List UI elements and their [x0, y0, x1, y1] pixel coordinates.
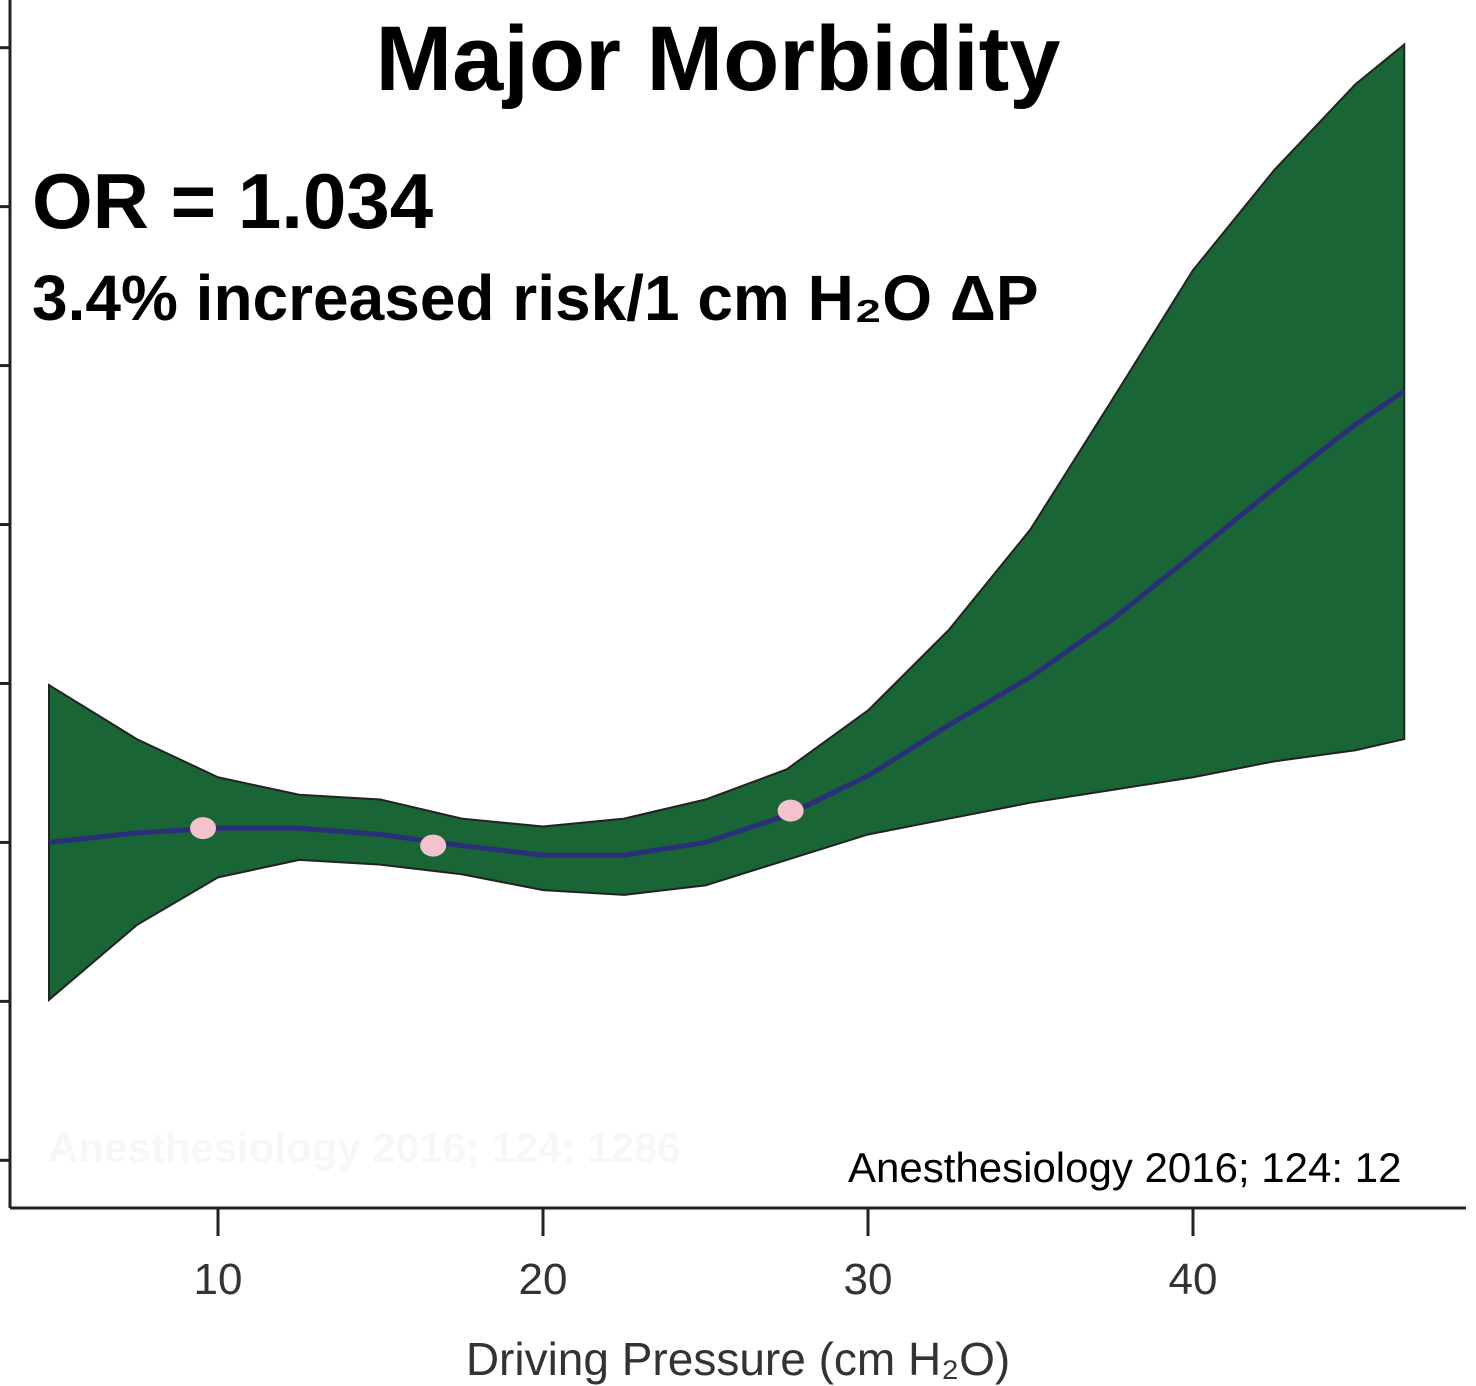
point: [777, 799, 804, 822]
point: [420, 834, 447, 857]
watermark: Anesthesiology 2016; 124: 1286: [48, 1124, 681, 1171]
annotation: 3.4% increased risk/1 cm H₂O ΔP: [32, 262, 1039, 334]
x-tick-label: 20: [519, 1255, 568, 1304]
point: [190, 817, 217, 840]
citation: Anesthesiology 2016; 124: 12: [848, 1144, 1401, 1191]
x-tick-label: 40: [1169, 1255, 1218, 1304]
confidence-band: [48, 42, 1406, 1002]
mean-line: [48, 388, 1406, 858]
x-tick-label: 10: [194, 1255, 243, 1304]
annotation: OR = 1.034: [32, 157, 433, 245]
chart-title: Major Morbidity: [376, 8, 1061, 110]
x-axis-label: Driving Pressure (cm H₂O): [466, 1333, 1010, 1385]
x-tick-label: 30: [844, 1255, 893, 1304]
